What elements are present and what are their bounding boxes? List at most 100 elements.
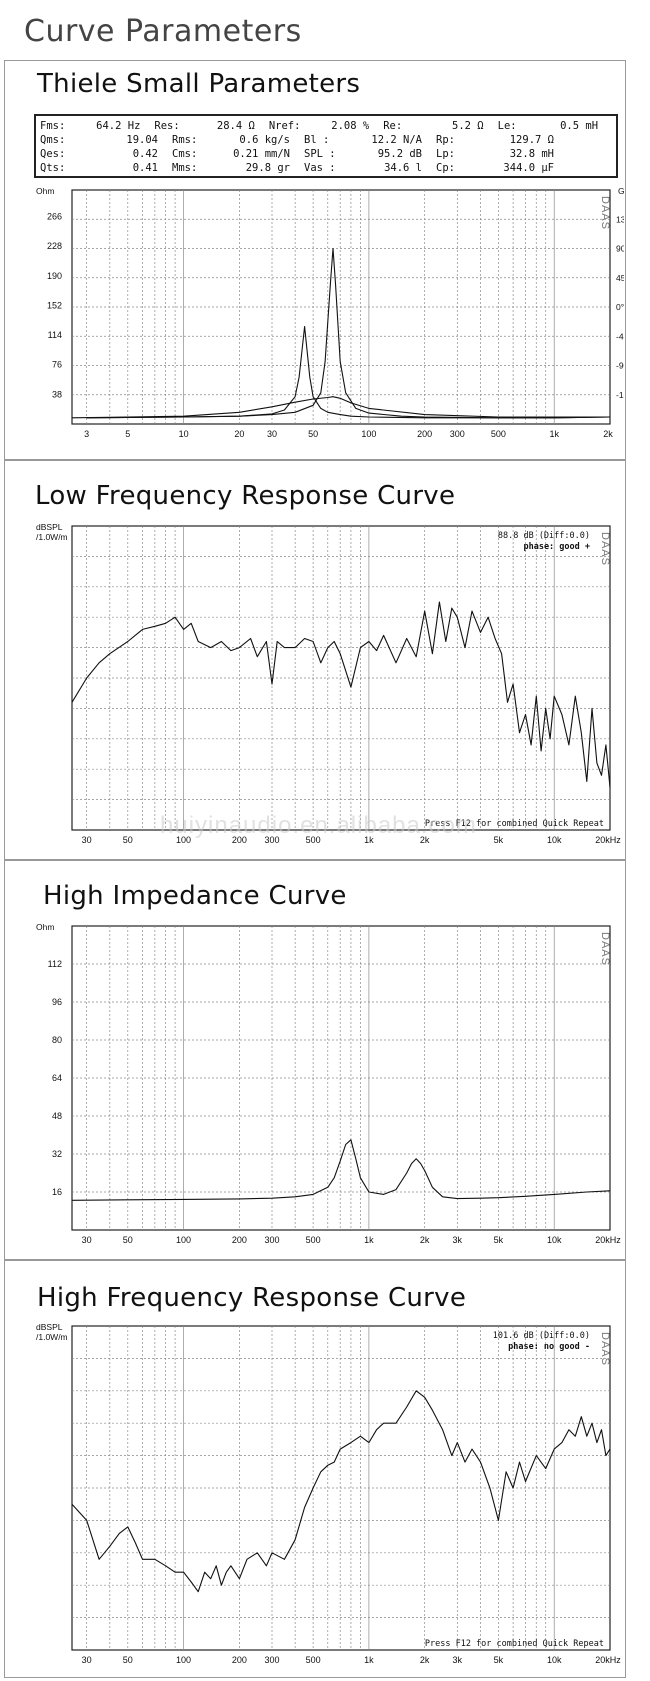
brand-label: DAAS [599,532,611,566]
x-tick-label: 3 [84,429,89,439]
chart-annotation: 101.6 dB (Diff:0.0) [493,1331,590,1341]
ts-row: Qts: 0.41 Mms: 29.8 gr Vas : 34.6 l Cp: 344.0 µ… [40,161,612,175]
ts-param-key: Lp: [436,148,455,160]
ts-param-value: 0.42 [132,148,158,160]
x-tick-label: 2k [603,429,613,439]
x-tick-label: 3k [453,1235,463,1245]
y-tick-label: 76 [52,360,62,370]
brand-label: DAAS [599,932,611,966]
x-tick-label: 50 [123,1235,133,1245]
y2-tick-label: 0° [616,302,624,312]
ts-param-key: SPL : [304,148,336,160]
y-tick-label: 32 [52,1149,62,1159]
x-tick-label: 5k [494,1655,504,1665]
x-tick-label: 200 [417,429,432,439]
panel-title: High Impedance Curve [43,881,347,911]
chart-annotation: 88.8 dB (Diff:0.0) [498,531,590,541]
y-axis-label: /1.0W/m [36,1332,68,1342]
ts-param-key: Vas : [304,162,336,174]
series-line-1 [71,1139,611,1201]
y-tick-label: 190 [47,271,62,281]
x-tick-label: 200 [232,1235,247,1245]
ts-param-key: Cms: [172,148,198,160]
x-tick-label: 500 [306,1655,321,1665]
ts-param-value: 0.6 kg/s [239,134,290,146]
ts-param-key: Qms: [40,134,66,146]
ts-param-key: Mms: [172,162,198,174]
ts-param-key: Le: [497,120,517,132]
x-tick-label: 1k [364,835,374,845]
y-tick-label: 96 [52,997,62,1007]
x-tick-label: 100 [176,1235,191,1245]
x-tick-label: 300 [264,835,279,845]
y-tick-label: 16 [52,1187,62,1197]
x-tick-label: 10k [547,835,562,845]
panel-title: High Frequency Response Curve [37,1283,467,1313]
high-frequency-chart: 30 50 100 200 300 500 1k 2k 3k 5k 10k 20kHz dBSPL/1.… [36,1322,621,1665]
ts-row: Qes: 0.42 Cms: 0.21 mm/N SPL : 95.2 dB Lp: 32.8… [40,147,612,161]
low-frequency-chart: 30 50 100 200 300 500 1k 2k 5k 10k 20kHz dBSPL/1.0W… [36,522,621,845]
ts-param-key: Cp: [436,162,455,174]
ts-param-value: 0.41 [132,162,158,174]
y2-tick-label: -90° [616,361,624,371]
y-axis-label: dBSPL [36,1322,63,1332]
y2-tick-label: 45° [616,273,624,283]
x-tick-label: 500 [491,429,506,439]
y-axis-label: /1.0W/m [36,532,68,542]
y-axis-label: dBSPL [36,522,63,532]
x-tick-label: 10k [547,1655,562,1665]
x-tick-label: 300 [264,1655,279,1665]
ts-param-key: Rms: [172,134,198,146]
x-tick-label: 50 [308,429,318,439]
x-tick-label: 500 [306,1235,321,1245]
x-tick-label: 300 [264,1235,279,1245]
ts-param-value: 129.7 Ω [509,134,554,146]
y-axis-label: Ohm [36,922,54,932]
y-tick-label: 38 [52,389,62,399]
ts-row: Fms: 64.2 Hz Res: 28.4 Ω Nref: 2.08 % Re: 5.2 Ω… [40,119,612,133]
ts-param-value: 29.8 gr [245,162,290,174]
ts-row: Qms: 19.04 Rms: 0.6 kg/s Bl : 12.2 N/A Rp: 129.… [40,133,612,147]
ts-param-value: 19.04 [126,134,158,146]
y2-tick-label: 135° [616,214,624,224]
x-tick-label: 50 [123,835,133,845]
y2-tick-label: -45° [616,331,624,341]
x-tick-label: 300 [450,429,465,439]
series-line-1 [71,601,611,788]
ts-param-key: Fms: [40,120,66,132]
y2-tick-label: -135° [616,390,624,400]
thiele-small-table: Fms: 64.2 Hz Res: 28.4 Ω Nref: 2.08 % Re: 5.2 Ω… [34,114,618,178]
x-tick-label: 200 [232,835,247,845]
x-tick-label: 1k [364,1235,374,1245]
series-line-1 [71,1390,611,1593]
ts-param-value: 12.2 N/A [371,134,422,146]
x-tick-label: 10k [547,1235,562,1245]
y-axis-label: Ohm [36,186,54,196]
ts-param-key: Rp: [436,134,455,146]
x-tick-label: 20kHz [595,1655,621,1665]
panel-title: Low Frequency Response Curve [35,481,456,511]
ts-param-value: 5.2 Ω [452,120,484,132]
x-tick-label: 20kHz [595,1235,621,1245]
ts-param-key: Qes: [40,148,66,160]
x-tick-label: 100 [176,1655,191,1665]
grid [72,526,610,830]
x-tick-label: 2k [420,1235,430,1245]
y2-axis-label: Grad [618,186,624,196]
panel-title: Thiele Small Parameters [37,69,361,99]
chart-annotation: phase: good + [523,542,590,552]
x-tick-label: 1k [364,1655,374,1665]
ts-param-value: 344.0 µF [503,162,554,174]
brand-label: DAAS [599,1332,611,1366]
series-line-2 [86,247,611,419]
chart-footer: Press F12 for combined Quick Repeat [425,1639,604,1649]
ts-param-value: 32.8 mH [509,148,554,160]
chart-annotation: phase: no good - [508,1342,590,1352]
ts-param-key: Bl : [304,134,330,146]
x-tick-label: 30 [82,835,92,845]
y-tick-label: 48 [52,1111,62,1121]
y-tick-label: 228 [47,241,62,251]
x-tick-label: 30 [82,1655,92,1665]
series-line-3 [71,396,610,419]
x-tick-label: 20kHz [595,835,621,845]
